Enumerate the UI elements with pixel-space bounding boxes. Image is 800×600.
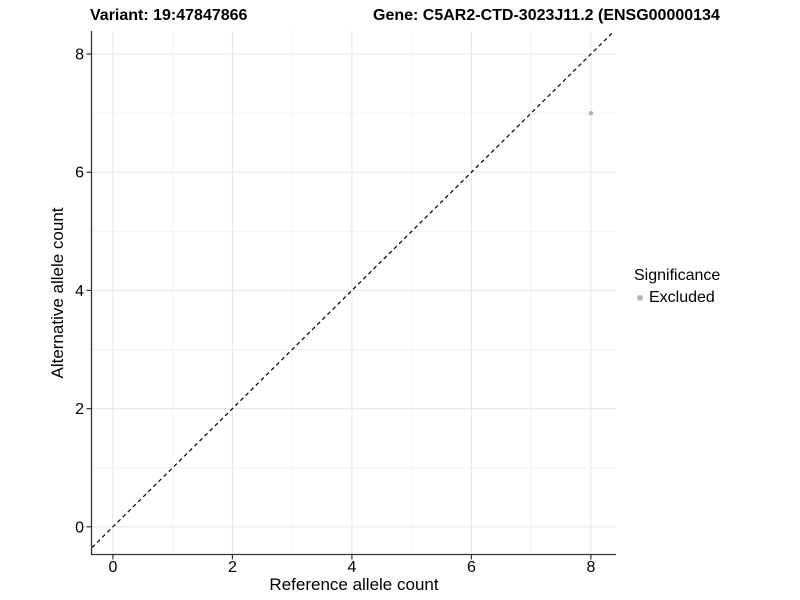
- y-tick-label: 6: [75, 165, 84, 182]
- y-tick-label: 0: [75, 519, 84, 536]
- identity-reference-line: [91, 30, 615, 548]
- x-tick-label: 0: [108, 559, 117, 576]
- x-tick-label: 6: [467, 559, 476, 576]
- legend-item-excluded: Excluded: [637, 288, 720, 308]
- x-tick-label: 4: [347, 559, 356, 576]
- legend-title: Significance: [634, 267, 721, 284]
- x-tick-label: 8: [586, 559, 595, 576]
- legend-item-label: Excluded: [649, 289, 715, 306]
- legend-point-icon: [637, 295, 643, 301]
- y-tick-label: 4: [75, 283, 84, 300]
- y-tick-label: 2: [75, 401, 84, 418]
- legend: Significance Excluded: [634, 266, 720, 308]
- gene-title: Gene: C5AR2-CTD-3023J11.2 (ENSG00000134: [373, 7, 720, 24]
- data-point: [588, 110, 594, 116]
- variant-title: Variant: 19:47847866: [90, 7, 248, 24]
- y-tick-label: 8: [75, 47, 84, 64]
- x-tick-label: 2: [228, 559, 237, 576]
- x-axis-title: Reference allele count: [269, 575, 439, 594]
